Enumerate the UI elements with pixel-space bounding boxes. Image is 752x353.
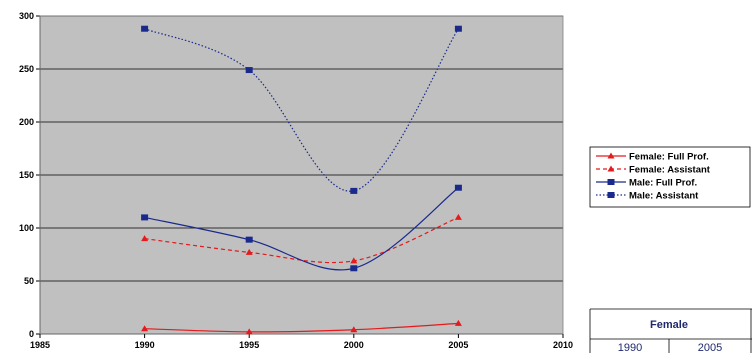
- data-point-s1-2000: [350, 326, 358, 333]
- legend-marker-2: [607, 165, 615, 172]
- series-line-3: [144, 187, 459, 271]
- legend: Female: Full Prof. Female: Assistant Male:…: [589, 146, 751, 208]
- data-point-s2-1990: [141, 235, 149, 242]
- y-tick-label-150: 150: [19, 170, 34, 180]
- data-point-s1-1990: [141, 325, 149, 332]
- table-column-1990: 1990: [618, 342, 642, 353]
- data-point-s4-2005: [454, 25, 462, 32]
- table-column-2005: 2005: [698, 342, 722, 353]
- legend-marker-1: [607, 152, 615, 159]
- x-tick-label-1985: 1985: [30, 340, 50, 350]
- legend-label-3: Male: Full Prof.: [629, 178, 697, 189]
- data-point-s3-2000: [350, 265, 358, 272]
- x-tick-label-2005: 2005: [448, 340, 468, 350]
- legend-marker-4: [607, 192, 615, 198]
- data-table: Female 1990 2005: [589, 308, 752, 353]
- data-point-s2-1995: [245, 248, 253, 255]
- x-tick-label-2000: 2000: [344, 340, 364, 350]
- series-1: [141, 319, 462, 335]
- y-tick-label-200: 200: [19, 117, 34, 127]
- series-line-2: [144, 216, 459, 264]
- plot-border: [39, 15, 564, 335]
- x-tick-label-1990: 1990: [135, 340, 155, 350]
- series-4: [141, 25, 462, 194]
- series-line-1: [144, 322, 459, 333]
- data-point-s2-2000: [350, 257, 358, 264]
- data-point-s4-1990: [141, 25, 149, 32]
- table-header: Female: [650, 319, 688, 331]
- data-point-s3-1990: [141, 214, 149, 221]
- data-point-s1-2005: [454, 319, 462, 326]
- legend-label-2: Female: Assistant: [629, 165, 711, 176]
- series-3: [141, 184, 462, 272]
- data-point-s4-2000: [350, 187, 358, 194]
- x-tick-label-1995: 1995: [239, 340, 259, 350]
- legend-marker-3: [607, 179, 615, 185]
- data-point-s1-1995: [245, 328, 253, 335]
- data-point-s2-2005: [454, 213, 462, 220]
- y-tick-label-250: 250: [19, 64, 34, 74]
- legend-box: [589, 146, 751, 208]
- series-group: [141, 25, 462, 335]
- series-2: [141, 213, 462, 264]
- data-point-s4-1995: [245, 67, 253, 74]
- y-tick-label-50: 50: [24, 276, 34, 286]
- legend-label-1: Female: Full Prof.: [629, 152, 709, 163]
- data-point-s3-1995: [245, 236, 253, 243]
- y-tick-label-0: 0: [29, 329, 34, 339]
- y-tick-label-300: 300: [19, 11, 34, 21]
- y-tick-label-100: 100: [19, 223, 34, 233]
- x-tick-label-2010: 2010: [553, 340, 573, 350]
- data-point-s3-2005: [454, 184, 462, 191]
- axes: 0 50 100 150 200 250 300 1985 1990 1995 2000 2005 20…: [19, 11, 573, 350]
- legend-label-4: Male: Assistant: [629, 191, 699, 202]
